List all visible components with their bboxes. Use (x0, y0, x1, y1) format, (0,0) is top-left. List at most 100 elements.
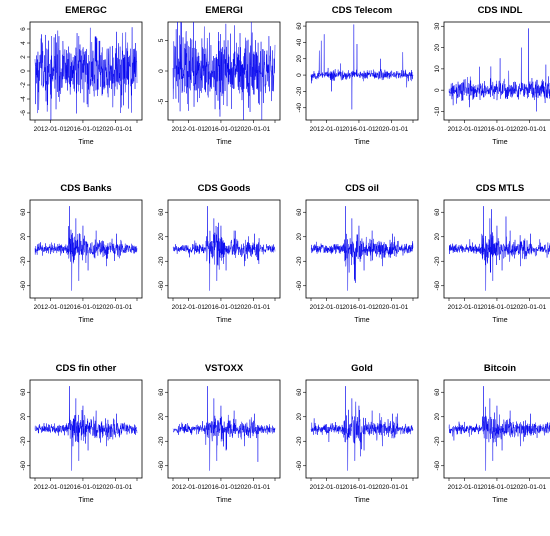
panel-cds-goods: CDS Goods -60 -20 20 60 2012-01-01 2016-01-01 2… (158, 183, 281, 324)
panel-title: VSTOXX (205, 363, 244, 374)
y-tick-label: 60 (434, 208, 441, 216)
x-tick-label: 2020-01-01 (375, 304, 409, 311)
y-tick-label: 20 (296, 233, 303, 241)
x-tick-label: 2020-01-01 (513, 484, 547, 491)
x-tick-label: 2012-01-01 (448, 484, 482, 491)
x-tick-label: 2012-01-01 (34, 126, 68, 133)
y-tick-label: -2 (20, 82, 27, 88)
series-line (34, 206, 138, 291)
x-axis-label: Time (354, 497, 369, 504)
plot-frame (443, 379, 550, 479)
x-tick-label: 2012-01-01 (172, 484, 206, 491)
panel-cds-indl: CDS INDL -10 0 10 20 30 2012-01-01 2016-01-01 20… (434, 5, 550, 146)
panel-title: CDS INDL (478, 5, 523, 16)
x-tick-label: 2016-01-01 (342, 126, 376, 133)
x-axis-label: Time (78, 139, 93, 146)
y-tick-label: 60 (296, 208, 303, 216)
x-axis-label: Time (354, 317, 369, 324)
y-tick-label: 60 (434, 388, 441, 396)
y-tick-label: 20 (296, 55, 303, 63)
x-axis-label: Time (354, 139, 369, 146)
y-tick-label: 0 (20, 69, 27, 73)
y-tick-label: 20 (20, 413, 27, 421)
y-tick-label: -60 (20, 281, 27, 291)
panel-bitcoin: Bitcoin -60 -20 20 60 2012-01-01 2016-01-01 202… (434, 363, 550, 504)
series-line (310, 206, 414, 291)
x-tick-label: 2020-01-01 (375, 484, 409, 491)
x-axis-label: Time (216, 497, 231, 504)
series-line (172, 386, 276, 471)
y-tick-label: 20 (158, 413, 165, 421)
x-tick-label: 2012-01-01 (172, 304, 206, 311)
y-tick-label: 20 (434, 44, 441, 52)
x-tick-label: 2012-01-01 (448, 304, 482, 311)
x-tick-label: 2020-01-01 (99, 304, 133, 311)
x-tick-label: 2012-01-01 (310, 304, 344, 311)
y-tick-label: 20 (158, 233, 165, 241)
y-tick-label: -20 (434, 436, 441, 446)
x-tick-label: 2020-01-01 (513, 126, 547, 133)
y-tick-label: -20 (158, 436, 165, 446)
y-tick-label: 20 (434, 233, 441, 241)
panel-title: CDS fin other (56, 363, 117, 374)
x-tick-label: 2012-01-01 (34, 304, 68, 311)
y-tick-label: -40 (296, 103, 303, 113)
y-tick-label: 60 (158, 388, 165, 396)
x-axis-label: Time (216, 139, 231, 146)
y-tick-label: 5 (158, 38, 165, 42)
y-tick-label: -20 (434, 256, 441, 266)
x-tick-label: 2016-01-01 (66, 484, 100, 491)
x-axis-label: Time (216, 317, 231, 324)
y-tick-label: -60 (434, 281, 441, 291)
plot-frame (29, 379, 143, 479)
series-line (34, 386, 138, 471)
series-line (172, 206, 276, 291)
x-axis-label: Time (492, 497, 507, 504)
panel-emergi: EMERGI -5 0 5 2012-01-01 2016-01-01 2020-01-01… (158, 5, 281, 146)
plot-frame (167, 199, 281, 299)
y-tick-label: -5 (158, 98, 165, 104)
y-tick-label: -20 (296, 256, 303, 266)
series-line (34, 27, 138, 121)
y-tick-label: 0 (158, 69, 165, 73)
panel-title: CDS Goods (198, 183, 251, 194)
y-tick-label: -60 (158, 281, 165, 291)
x-tick-label: 2012-01-01 (34, 484, 68, 491)
plot-frame (443, 21, 550, 121)
panel-cds-banks: CDS Banks -60 -20 20 60 2012-01-01 2016-01-01 2… (20, 183, 143, 324)
x-tick-label: 2016-01-01 (342, 304, 376, 311)
y-tick-label: 60 (296, 388, 303, 396)
series-line (448, 28, 550, 112)
x-tick-label: 2016-01-01 (480, 484, 514, 491)
x-tick-label: 2016-01-01 (204, 484, 238, 491)
panel-cds-mtls: CDS MTLS -60 -20 20 60 2012-01-01 2016-01-01 20… (434, 183, 550, 324)
y-tick-label: 20 (296, 413, 303, 421)
y-tick-label: 0 (434, 88, 441, 92)
y-tick-label: -20 (296, 86, 303, 96)
x-tick-label: 2020-01-01 (237, 304, 271, 311)
x-tick-label: 2012-01-01 (172, 126, 206, 133)
y-tick-label: 60 (296, 22, 303, 30)
plot-frame (305, 379, 419, 479)
y-tick-label: 60 (158, 208, 165, 216)
x-tick-label: 2016-01-01 (66, 304, 100, 311)
x-tick-label: 2016-01-01 (480, 126, 514, 133)
x-tick-label: 2016-01-01 (204, 126, 238, 133)
x-axis-label: Time (492, 139, 507, 146)
y-tick-label: 20 (20, 233, 27, 241)
x-tick-label: 2016-01-01 (204, 304, 238, 311)
panel-title: Gold (351, 363, 373, 374)
series-line (448, 386, 550, 471)
y-tick-label: 30 (434, 22, 441, 30)
plot-frame (167, 379, 281, 479)
y-tick-label: -10 (434, 106, 441, 116)
x-tick-label: 2020-01-01 (375, 126, 409, 133)
y-tick-label: 40 (296, 38, 303, 46)
panel-emergc: EMERGC -6 -4 -2 0 2 4 6 2012-01-01 2016-01-01 2020… (20, 5, 143, 146)
x-tick-label: 2016-01-01 (342, 484, 376, 491)
panel-cds-fin-other: CDS fin other -60 -20 20 60 2012-01-01 2016-01… (20, 363, 143, 504)
y-tick-label: 2 (20, 55, 27, 59)
panel-gold: Gold -60 -20 20 60 2012-01-01 2016-01-01 2020-0… (296, 363, 419, 504)
panel-title: CDS MTLS (476, 183, 525, 194)
x-tick-label: 2016-01-01 (480, 304, 514, 311)
